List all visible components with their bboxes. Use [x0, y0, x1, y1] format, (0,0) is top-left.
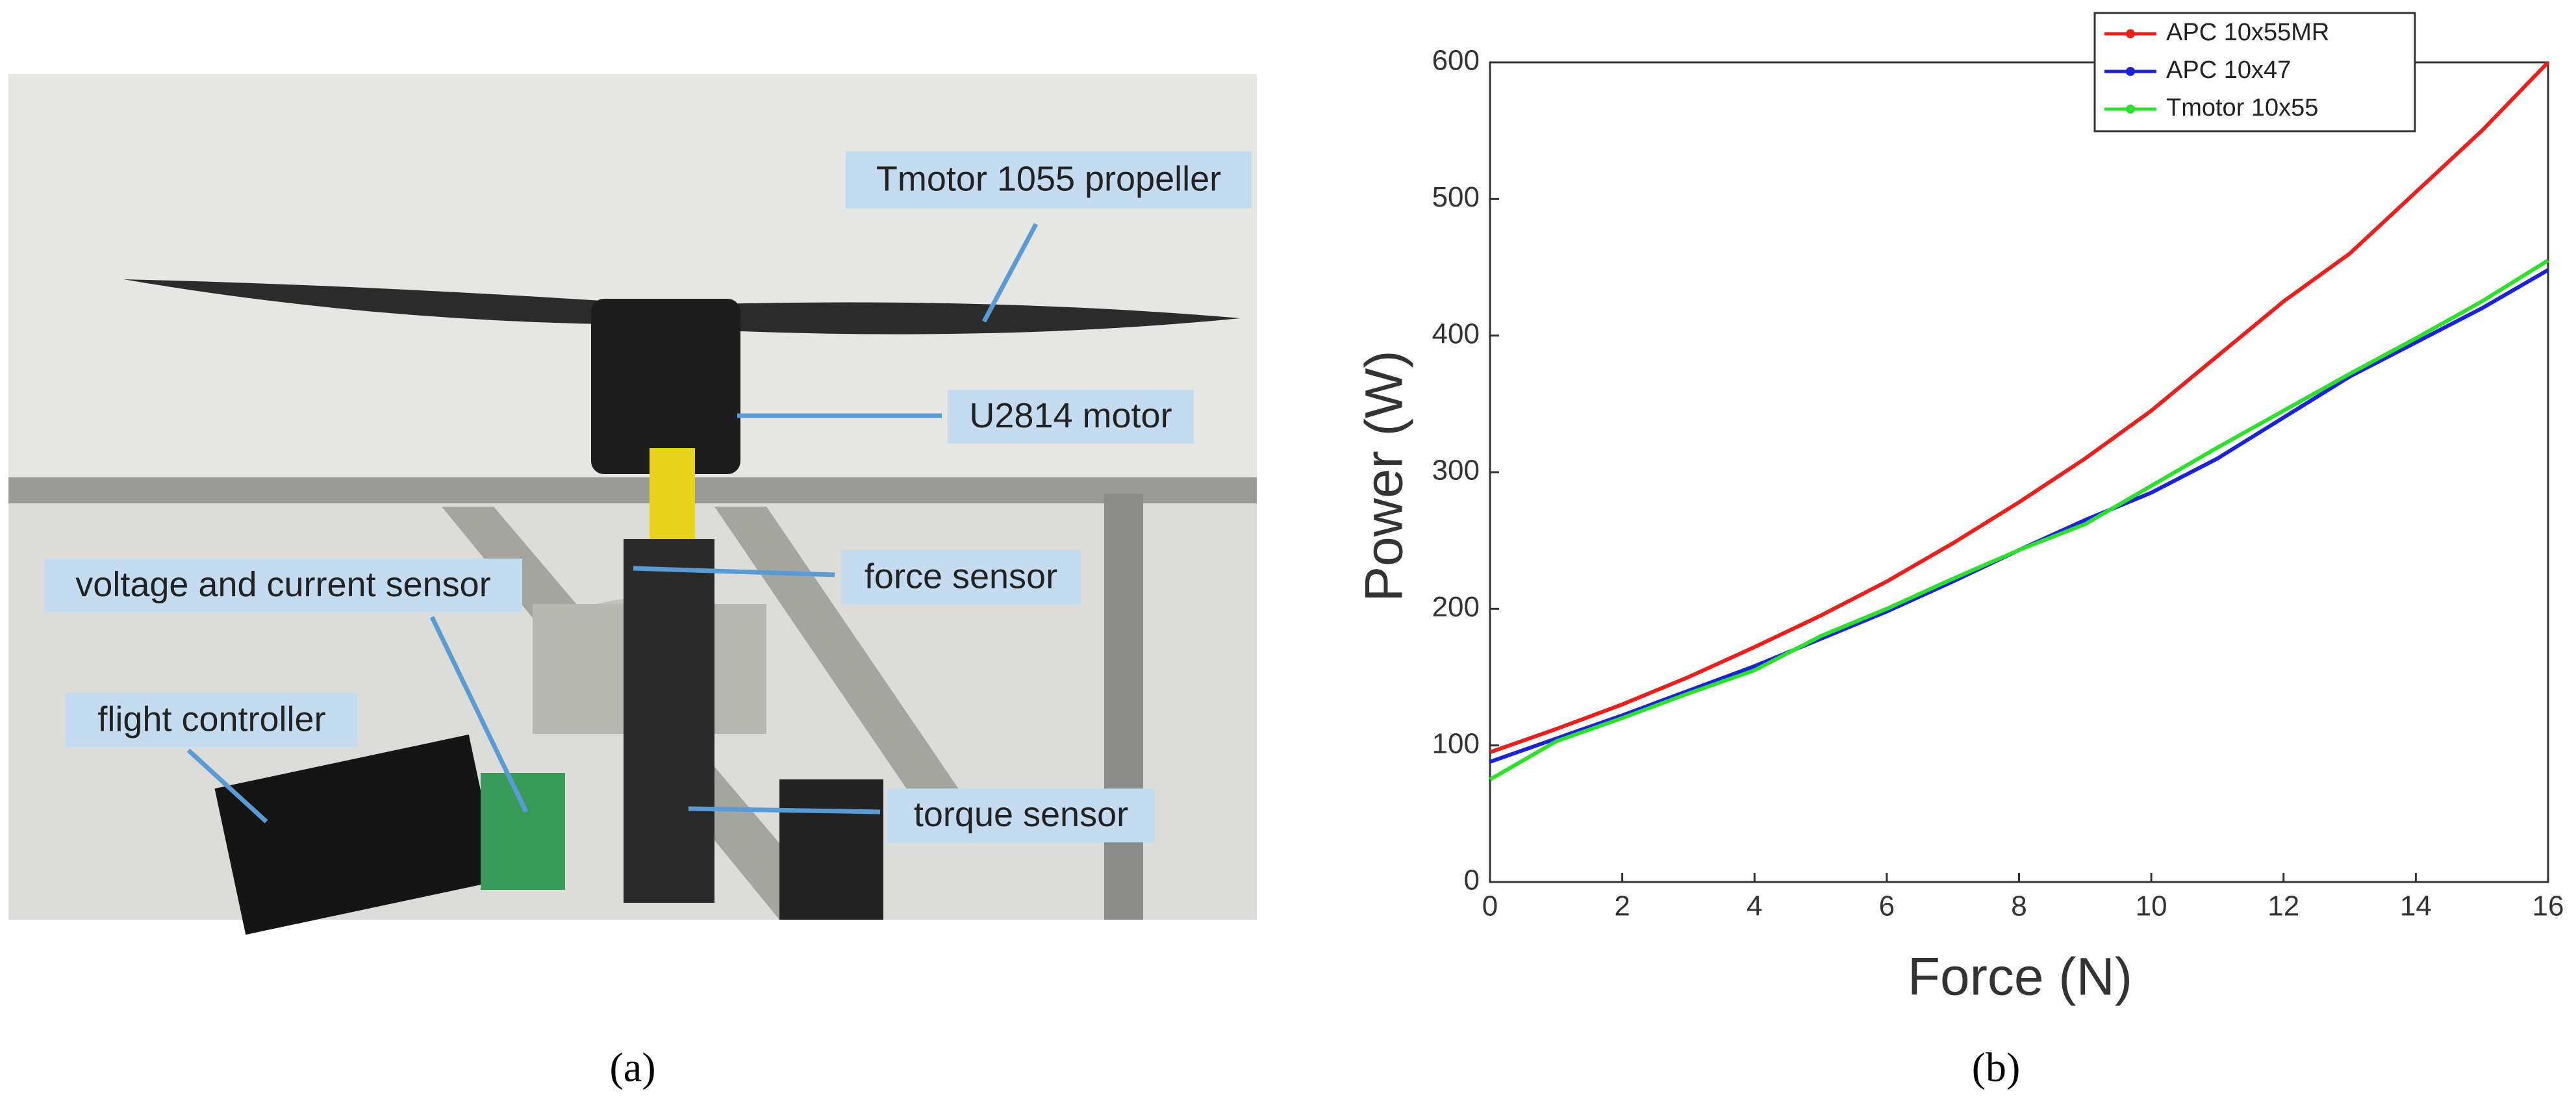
- y-tick-label: 0: [1464, 864, 1480, 896]
- frame-post: [1104, 494, 1143, 920]
- label-box: [841, 550, 1081, 605]
- motor: [591, 299, 740, 474]
- y-tick-label: 600: [1432, 45, 1480, 77]
- y-tick-label: 200: [1432, 591, 1480, 623]
- photo-label: Tmotor 1055 propeller: [876, 159, 1221, 198]
- legend-dot: [2126, 67, 2135, 76]
- frame-bar: [8, 477, 1257, 503]
- y-axis-label: Power (W): [1355, 350, 1414, 601]
- x-tick-label: 6: [1879, 890, 1895, 922]
- sensor-board: [481, 773, 565, 890]
- series-line: [1489, 259, 2549, 781]
- label-box: [44, 559, 522, 612]
- x-tick-label: 4: [1747, 890, 1762, 922]
- y-tick-label: 300: [1432, 455, 1480, 486]
- arrows: [186, 223, 1039, 824]
- panel-label: (a): [609, 1044, 655, 1091]
- plot-frame: [1489, 61, 2549, 883]
- photo: Tmotor 1055 propeller U2814 motor force se…: [8, 74, 1257, 1091]
- tape: [650, 448, 695, 539]
- x-tick-label: 14: [2400, 890, 2432, 922]
- y-tick-label: 100: [1432, 727, 1480, 759]
- flight-controller: [214, 734, 500, 935]
- x-tick-label: 8: [2011, 890, 2027, 922]
- x-tick-label: 10: [2136, 890, 2167, 922]
- panel-label: (b): [1972, 1044, 2021, 1091]
- velcro: [779, 779, 883, 920]
- label-box: [948, 390, 1194, 444]
- series-line: [1489, 60, 2550, 755]
- frame-bar: [714, 507, 974, 812]
- photo-label: flight controller: [97, 700, 325, 738]
- label-box: [887, 788, 1155, 842]
- legend-label: APC 10x55MR: [2166, 19, 2329, 46]
- y-tick-label: 500: [1432, 181, 1480, 213]
- legend-label: Tmotor 10x55: [2166, 94, 2318, 121]
- x-tick-label: 16: [2532, 890, 2564, 922]
- label-box: [846, 151, 1252, 208]
- y-tick-label: 400: [1432, 318, 1480, 349]
- series-line: [1489, 268, 2549, 764]
- x-axis-label: Force (N): [1908, 948, 2132, 1007]
- photo-label: torque sensor: [914, 795, 1128, 834]
- cables: [624, 539, 714, 903]
- x-tick-label: 12: [2267, 890, 2299, 922]
- photo-label: force sensor: [865, 557, 1057, 596]
- legend-dot: [2126, 105, 2135, 114]
- photo-label: U2814 motor: [969, 396, 1172, 435]
- legend-dot: [2126, 29, 2135, 38]
- x-tick-label: 2: [1614, 890, 1630, 922]
- x-tick-label: 0: [1482, 890, 1498, 922]
- photo-label: voltage and current sensor: [75, 565, 490, 604]
- label-box: [66, 693, 358, 748]
- legend-label: APC 10x47: [2166, 57, 2291, 84]
